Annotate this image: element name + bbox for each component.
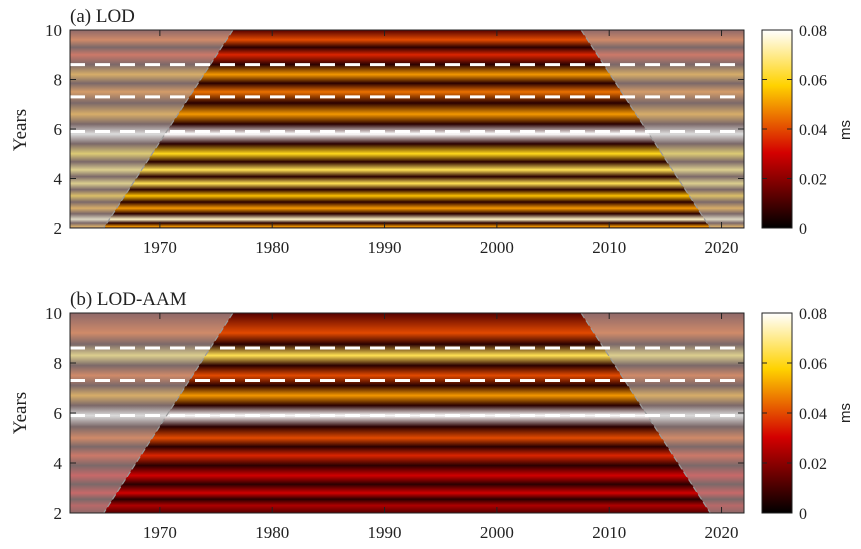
panel-lod-aam: (b) LOD-AAM Years 1970 1980 1990 2000 2010 20… — [10, 289, 854, 542]
x-tick-label: 1970 — [143, 523, 177, 542]
colorbar-tick-label: 0.02 — [799, 456, 827, 473]
colorbar-tick-label: 0 — [799, 506, 807, 523]
y-tick-label: 4 — [54, 170, 63, 189]
heatmap-plot: 1970 1980 1990 2000 2010 2020 2 4 6 8 10 — [45, 304, 745, 542]
x-tick-label: 2000 — [480, 238, 514, 257]
x-tick-label: 1970 — [143, 238, 177, 257]
coi-shade-left — [70, 30, 233, 228]
colorbar-tick-label: 0.08 — [799, 306, 827, 323]
coi-shade-left — [70, 313, 233, 513]
colorbar-tick-label: 0.04 — [799, 406, 827, 423]
coi-shade-right — [581, 313, 744, 513]
x-tick-label: 2020 — [705, 238, 739, 257]
panel-lod: (a) LOD Years 1970 1980 1990 2000 2010 2020 2 4… — [10, 6, 854, 257]
x-tick-label: 2010 — [592, 523, 626, 542]
x-tick-label: 1990 — [368, 523, 402, 542]
colorbar: ms 0 0.02 0.04 0.06 0.08 — [761, 23, 854, 238]
y-tick-label: 10 — [45, 304, 62, 323]
colorbar-tick-label: 0.06 — [799, 73, 827, 90]
y-tick-label: 4 — [54, 454, 63, 473]
y-tick-label: 10 — [45, 21, 62, 40]
coi-line-left — [103, 29, 234, 229]
panel-title: (b) LOD-AAM — [70, 289, 187, 310]
y-tick-label: 8 — [54, 71, 63, 90]
x-tick-label: 2020 — [705, 523, 739, 542]
coi-shade-right — [581, 30, 744, 228]
coi-line-right — [580, 29, 711, 229]
colorbar-tick-label: 0.06 — [799, 356, 827, 373]
panel-title: (a) LOD — [70, 6, 135, 27]
y-axis-label: Years — [10, 109, 31, 151]
colorbar-label: ms — [837, 403, 854, 423]
y-axis-label: Years — [10, 392, 31, 434]
x-tick-label: 2000 — [480, 523, 514, 542]
x-tick-label: 1980 — [255, 238, 289, 257]
y-tick-label: 6 — [54, 404, 63, 423]
coi-line-left — [103, 312, 234, 514]
x-tick-label: 1990 — [368, 238, 402, 257]
colorbar-tick-label: 0.02 — [799, 172, 827, 189]
colorbar-tick-label: 0 — [799, 221, 807, 238]
colorbar-tick-label: 0.04 — [799, 122, 827, 139]
heatmap-plot: 1970 1980 1990 2000 2010 2020 2 4 6 8 10 — [45, 21, 745, 257]
y-tick-label: 6 — [54, 120, 63, 139]
colorbar-label: ms — [837, 120, 854, 140]
coi-line-right — [580, 312, 711, 514]
x-tick-label: 1980 — [255, 523, 289, 542]
colorbar-tick-label: 0.08 — [799, 23, 827, 40]
y-tick-label: 2 — [54, 504, 63, 523]
y-tick-label: 8 — [54, 354, 63, 373]
x-tick-label: 2010 — [592, 238, 626, 257]
colorbar: ms 0 0.02 0.04 0.06 0.08 — [761, 306, 854, 523]
y-tick-label: 2 — [54, 219, 63, 238]
